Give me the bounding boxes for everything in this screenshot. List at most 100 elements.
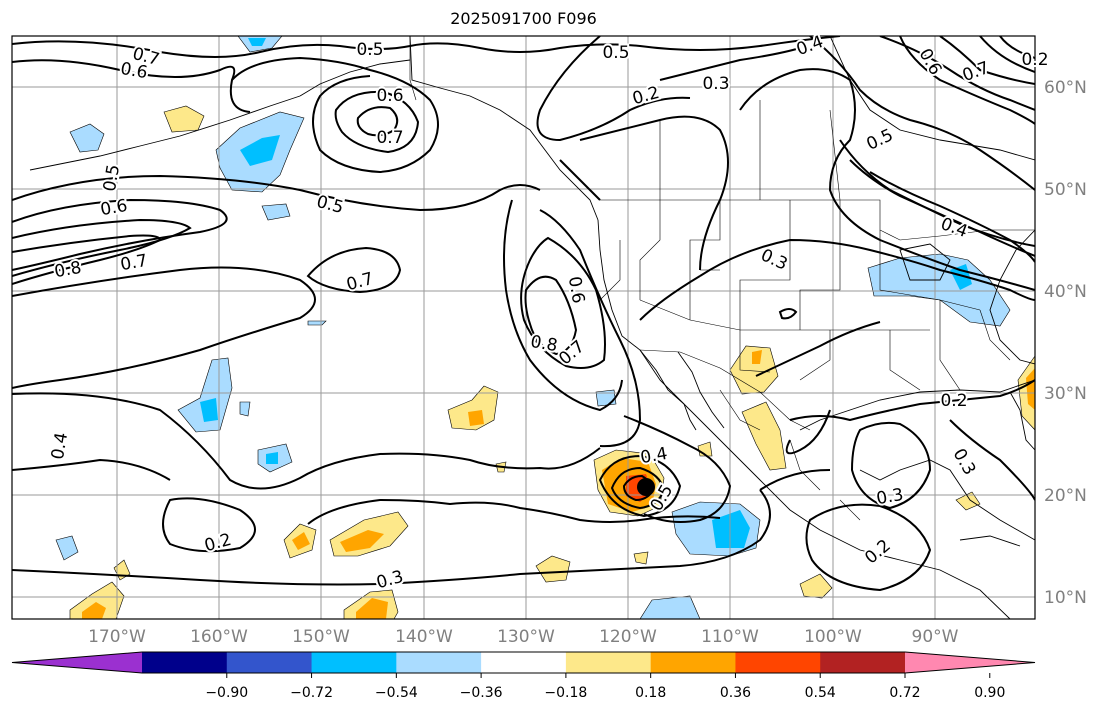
colorbar-segment — [142, 652, 228, 673]
lat-label: 20°N — [1044, 486, 1087, 506]
orange-patch — [1026, 368, 1035, 410]
contour-label: 0.8 — [529, 332, 559, 356]
state-border — [799, 200, 841, 330]
colorbar-tick-label: 0.36 — [720, 685, 751, 701]
east-coast — [989, 229, 1035, 365]
lon-label: 160°W — [190, 627, 248, 647]
yellow-patch — [799, 573, 833, 599]
colorbar-segment — [481, 652, 567, 673]
yellow-patch — [633, 551, 649, 565]
yellow-patch — [741, 401, 787, 471]
us-mexico-border — [639, 349, 811, 431]
alaska-canada-border — [409, 36, 417, 101]
state-border — [599, 240, 621, 301]
gulf-of-california — [677, 351, 725, 429]
blue-patch — [240, 135, 280, 166]
contour-label: 0.6 — [376, 86, 403, 106]
blue-patch — [261, 203, 291, 221]
baja-peninsula — [639, 349, 697, 431]
colorbar-segment — [311, 652, 397, 673]
colorbar-tick-label: −0.54 — [375, 685, 418, 701]
orange-patch — [752, 350, 762, 364]
mexico-states — [719, 389, 861, 521]
blue-patch — [239, 401, 251, 417]
contour-label: 0.7 — [376, 128, 403, 148]
colorbar-segment — [650, 652, 736, 673]
blue-patch — [712, 510, 750, 548]
state-border — [979, 309, 1011, 361]
latitude-labels: 60°N 50°N 40°N 30°N 20°N 10°N — [1044, 78, 1087, 608]
blue-patch — [69, 123, 105, 153]
state-border — [879, 230, 981, 311]
blue-patch — [248, 38, 266, 46]
map-title: 2025091700 F096 — [450, 9, 597, 28]
yucatan-coast — [859, 459, 1035, 541]
yellow-patch — [729, 345, 779, 395]
colorbar-tick-label: −0.18 — [544, 685, 587, 701]
colorbar-segment — [735, 652, 821, 673]
colorbar-tick-label: −0.90 — [205, 685, 248, 701]
caribbean-islands — [959, 535, 1021, 547]
alaska-coast — [409, 36, 599, 221]
lon-label: 100°W — [804, 627, 862, 647]
colorbar-extend-min — [12, 652, 142, 673]
contour-label: 0.5 — [602, 43, 629, 63]
contour-label: 0.6 — [564, 275, 588, 305]
contour-label: 0.2 — [1021, 50, 1048, 70]
lat-label: 50°N — [1044, 180, 1087, 200]
orange-patch — [292, 532, 310, 550]
blue-patch — [200, 398, 218, 422]
orange-patch — [468, 410, 484, 426]
state-border — [739, 330, 771, 373]
state-border — [739, 200, 791, 330]
colorbar-tick-label: 0.18 — [635, 685, 666, 701]
lat-label: 10°N — [1044, 588, 1087, 608]
blue-patch — [595, 389, 617, 407]
contour-label: 0.5 — [356, 40, 383, 60]
colorbar-tick-label: 0.54 — [805, 685, 836, 701]
blue-patch — [266, 452, 278, 464]
orange-patch — [356, 598, 388, 619]
colorbar-segment — [565, 652, 652, 673]
longitude-labels: 170°W 160°W 150°W 140°W 130°W 120°W 110°… — [88, 627, 959, 647]
canada-provinces — [659, 100, 841, 201]
colorbar-segment — [226, 652, 313, 673]
shaded-anomaly-patches — [55, 36, 1035, 619]
state-border — [889, 330, 921, 391]
lat-label: 40°N — [1044, 282, 1087, 302]
map-frame — [11, 35, 1036, 620]
great-lakes — [899, 243, 951, 281]
lon-label: 90°W — [912, 627, 959, 647]
orange-patch — [82, 602, 106, 619]
lat-label: 30°N — [1044, 384, 1087, 404]
us-canada-border — [600, 199, 1035, 241]
lon-label: 110°W — [701, 627, 759, 647]
graticule — [12, 36, 1035, 619]
lon-label: 130°W — [497, 627, 555, 647]
alaska-peninsula — [299, 59, 411, 97]
contour-label: 0.3 — [702, 74, 729, 94]
contour-label: 0.2 — [940, 391, 967, 411]
yellow-patch — [69, 581, 125, 619]
blue-patch — [950, 264, 972, 290]
colorbar-extend-max — [905, 652, 1035, 673]
lat-label: 60°N — [1044, 78, 1087, 98]
colorbar-tick-label: −0.72 — [290, 685, 333, 701]
contour-lines — [12, 36, 1035, 592]
state-border — [639, 299, 930, 331]
lon-label: 150°W — [292, 627, 350, 647]
aleutian-chain — [29, 95, 301, 171]
blue-patch — [867, 253, 1011, 327]
state-border — [639, 200, 661, 300]
lon-label: 140°W — [395, 627, 453, 647]
cyclone-center-marker — [637, 478, 655, 496]
colorbar-tick-label: 0.72 — [889, 685, 920, 701]
state-border — [939, 300, 961, 391]
colorbar-tick-label: −0.36 — [460, 685, 503, 701]
colorbar-segment — [396, 652, 482, 673]
colorbar-tick-label: 0.90 — [974, 685, 1005, 701]
colorbar-segment — [820, 652, 906, 673]
yellow-patch — [447, 385, 499, 431]
orange-patch — [340, 530, 384, 552]
